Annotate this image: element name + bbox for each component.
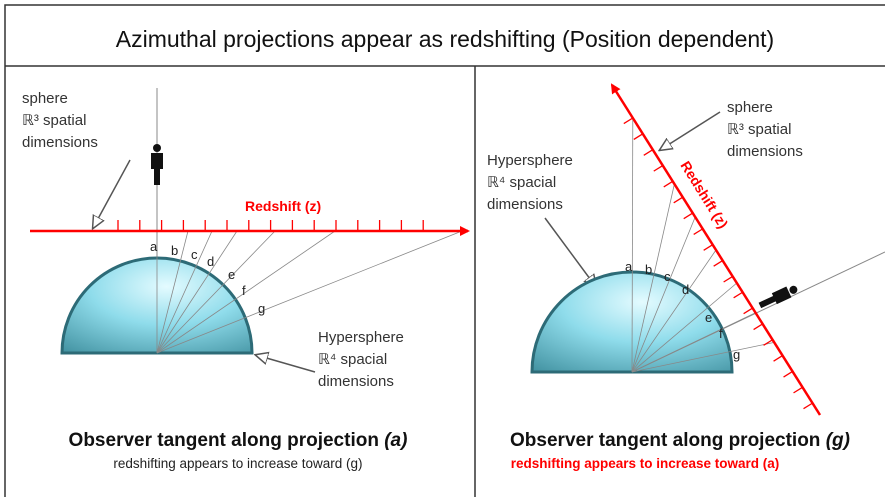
tick	[633, 133, 644, 140]
tick	[653, 164, 664, 172]
head	[153, 144, 161, 152]
projection-ray	[156, 230, 213, 354]
tick	[753, 323, 763, 331]
point-label: d	[207, 254, 214, 269]
tick	[803, 402, 813, 410]
projection-ray	[156, 230, 463, 354]
point-label: b	[645, 262, 652, 277]
tick	[783, 370, 793, 378]
point-label: c	[191, 247, 198, 262]
label: sphere	[22, 90, 68, 107]
frame	[4, 4, 885, 497]
tick	[723, 275, 733, 283]
axis-label: Redshift (z)	[245, 198, 321, 214]
point-label: b	[171, 243, 178, 258]
label: Hypersphere	[318, 329, 404, 346]
caption-text: Observer tangent along projection	[510, 430, 826, 451]
label: sphere	[727, 99, 773, 116]
tick	[713, 260, 723, 267]
point-label: f	[719, 326, 723, 341]
projection-ray	[156, 230, 189, 354]
projection-ray	[631, 249, 717, 373]
projection-ray	[156, 230, 276, 354]
point-label: g	[258, 301, 265, 316]
body	[151, 153, 163, 185]
pointer	[660, 111, 721, 150]
point-label: e	[228, 267, 235, 282]
head	[789, 285, 798, 294]
label: ℝ⁴ spacial	[318, 351, 387, 368]
point-label: a	[150, 239, 158, 254]
tick	[743, 307, 753, 315]
subcaption: redshifting appears to increase toward (…	[511, 456, 780, 471]
pointer	[544, 217, 596, 287]
projection-ray	[631, 312, 756, 373]
tick	[673, 196, 684, 204]
tick	[623, 117, 634, 125]
point-label: f	[242, 283, 246, 298]
point-label: g	[733, 347, 740, 362]
title: Azimuthal projections appear as redshift…	[116, 26, 774, 52]
axis-label: Redshift (z)	[677, 158, 731, 231]
tick	[793, 386, 803, 394]
projection-ray	[631, 216, 696, 373]
projection-ray	[156, 230, 238, 354]
point-label: a	[625, 259, 633, 274]
label: ℝ³ spatial	[727, 121, 791, 138]
tick	[733, 291, 743, 299]
caption-text: Observer tangent along projection	[69, 430, 385, 451]
pointer	[256, 355, 316, 373]
caption: Observer tangent along projection (g)	[510, 430, 850, 451]
tick	[693, 228, 704, 236]
projection-ray	[631, 282, 738, 373]
subcaption: redshifting appears to increase toward (…	[113, 456, 362, 471]
tick	[763, 339, 773, 346]
label: dimensions	[727, 143, 803, 160]
point-label: c	[664, 269, 671, 284]
projection-ray	[156, 230, 336, 354]
tick	[663, 180, 674, 188]
tick	[643, 149, 654, 156]
caption: Observer tangent along projection (a)	[69, 430, 408, 451]
point-label: d	[682, 282, 689, 297]
projection-ray	[631, 117, 634, 373]
tick	[703, 244, 714, 251]
label: dimensions	[487, 196, 563, 213]
tick	[773, 355, 783, 362]
caption-mark: (a)	[384, 430, 407, 451]
observer	[758, 285, 798, 309]
projection-ray	[631, 342, 775, 373]
label: dimensions	[22, 134, 98, 151]
observer	[151, 144, 163, 185]
label: ℝ³ spatial	[22, 112, 86, 129]
projection-ray	[631, 183, 675, 373]
label: dimensions	[318, 373, 394, 390]
label: ℝ⁴ spacial	[487, 174, 556, 191]
label: Hypersphere	[487, 152, 573, 169]
pointer	[93, 159, 131, 228]
body	[758, 286, 792, 309]
point-label: e	[705, 310, 712, 325]
tick	[683, 212, 694, 220]
caption-mark: (g)	[826, 430, 850, 451]
redshift-axis	[610, 83, 822, 416]
